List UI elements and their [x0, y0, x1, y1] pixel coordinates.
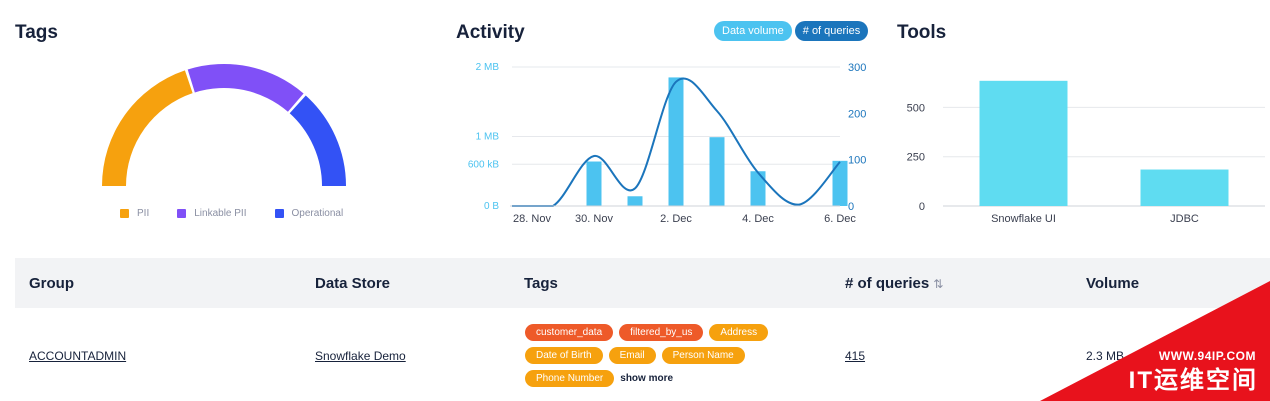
- activity-bar: [832, 160, 848, 206]
- tags-panel: Tags PII Linkable PII Operational: [0, 0, 440, 245]
- activity-toggle-group: Data volume # of queries: [714, 21, 869, 41]
- tag-chip[interactable]: customer_data: [525, 324, 614, 341]
- legend-swatch-operational: [274, 209, 284, 218]
- donut-slice-operational[interactable]: [289, 95, 346, 186]
- legend-label-linkable-pii: Linkable PII: [194, 208, 247, 219]
- header-queries[interactable]: # of queries ⇅: [845, 275, 943, 292]
- y-tick-label: 0: [919, 201, 925, 213]
- x-tick-label: 2. Dec: [660, 213, 692, 225]
- x-tick-label: 30. Nov: [575, 213, 613, 225]
- queries-toggle[interactable]: # of queries: [794, 21, 869, 41]
- x-tick-label: 6. Dec: [824, 213, 856, 225]
- tool-bar: [979, 80, 1068, 206]
- left-axis-tick-label: 1 MB: [476, 132, 500, 143]
- data-volume-toggle[interactable]: Data volume: [714, 21, 792, 41]
- header-group[interactable]: Group: [29, 275, 74, 292]
- activity-bar: [586, 161, 602, 206]
- tools-chart: 0 250 500 Snowflake UI JDBC: [907, 80, 1265, 225]
- x-tick-label: 28. Nov: [513, 213, 551, 225]
- tag-chip[interactable]: Person Name: [661, 347, 745, 364]
- chip-line-1: customer_data filtered_by_us Address: [525, 324, 825, 341]
- activity-bar: [668, 77, 684, 206]
- y-tick-label: 500: [907, 102, 925, 114]
- legend-swatch-linkable-pii: [177, 209, 187, 218]
- legend-swatch-pii: [120, 209, 129, 218]
- legend-item-operational[interactable]: Operational: [274, 208, 344, 219]
- header-data-store[interactable]: Data Store: [315, 275, 391, 292]
- tool-bar: [1140, 169, 1229, 206]
- chip-line-2: Date of Birth Email Person Name: [525, 347, 825, 364]
- donut-slice-linkable-pii[interactable]: [187, 64, 304, 112]
- tag-chip[interactable]: Email: [608, 347, 656, 364]
- left-axis-tick-label: 0 B: [484, 201, 499, 212]
- right-axis-tick-label: 200: [848, 108, 866, 120]
- table-header: Group Data Store Tags # of queries ⇅ Volu…: [15, 258, 1270, 308]
- tag-chip[interactable]: Address: [709, 324, 769, 341]
- activity-chart: 0 B 600 kB 1 MB 2 MB 0 100 200 300 28. Nov 30. No…: [468, 62, 867, 225]
- tags-title: Tags: [15, 22, 58, 43]
- header-tags[interactable]: Tags: [524, 275, 558, 292]
- right-axis-tick-label: 100: [848, 155, 866, 167]
- legend-label-pii: PII: [137, 208, 150, 219]
- chip-line-3: Phone Number show more: [525, 370, 825, 387]
- queries-line: [512, 77, 841, 207]
- tags-legend: PII Linkable PII Operational: [120, 208, 343, 219]
- header-queries-label: # of queries: [845, 275, 930, 292]
- donut-slice-pii[interactable]: [102, 70, 193, 186]
- tag-chip[interactable]: Phone Number: [525, 370, 615, 387]
- y-tick-label: 250: [907, 152, 925, 164]
- queries-link[interactable]: 415: [845, 349, 866, 363]
- legend-item-linkable-pii[interactable]: Linkable PII: [177, 208, 247, 219]
- tags-donut-chart: [102, 64, 346, 186]
- watermark-brand: IT运维空间: [1128, 367, 1258, 394]
- groups-table: Group Data Store Tags # of queries ⇅ Volu…: [15, 258, 1270, 398]
- watermark-background: [1040, 281, 1270, 401]
- watermark: WWW.94IP.COM IT运维空间: [1040, 281, 1270, 401]
- tag-chips: customer_data filtered_by_us Address Dat…: [525, 324, 825, 393]
- activity-bar: [709, 137, 725, 206]
- left-axis-tick-label: 2 MB: [476, 62, 500, 73]
- tag-chip[interactable]: filtered_by_us: [619, 324, 704, 341]
- tools-title: Tools: [897, 22, 947, 43]
- right-axis-tick-label: 300: [848, 62, 866, 74]
- activity-title: Activity: [456, 22, 525, 43]
- x-tick-label: Snowflake UI: [991, 213, 1056, 225]
- legend-label-operational: Operational: [291, 208, 344, 219]
- legend-item-pii[interactable]: PII: [120, 208, 149, 219]
- tag-chip[interactable]: Date of Birth: [525, 347, 603, 364]
- activity-bar: [750, 171, 766, 206]
- volume-value: 2.3 MB: [1086, 349, 1125, 363]
- watermark-url: WWW.94IP.COM: [1158, 349, 1256, 363]
- x-tick-label: JDBC: [1170, 213, 1199, 225]
- group-link[interactable]: ACCOUNTADMIN: [29, 349, 127, 363]
- show-more-link[interactable]: show more: [620, 373, 674, 384]
- left-axis-tick-label: 600 kB: [468, 159, 499, 170]
- x-tick-label: 4. Dec: [742, 213, 774, 225]
- activity-panel: Activity Data volume # of queries 0 B 600…: [440, 0, 880, 245]
- activity-bar: [627, 196, 643, 206]
- tools-panel: Tools 0 250 500 Snowflake UI JDBC: [880, 0, 1270, 245]
- right-axis-tick-label: 0: [848, 201, 854, 213]
- data-store-link[interactable]: Snowflake Demo: [315, 349, 406, 363]
- sort-icon[interactable]: ⇅: [933, 277, 944, 291]
- header-volume[interactable]: Volume: [1086, 275, 1140, 292]
